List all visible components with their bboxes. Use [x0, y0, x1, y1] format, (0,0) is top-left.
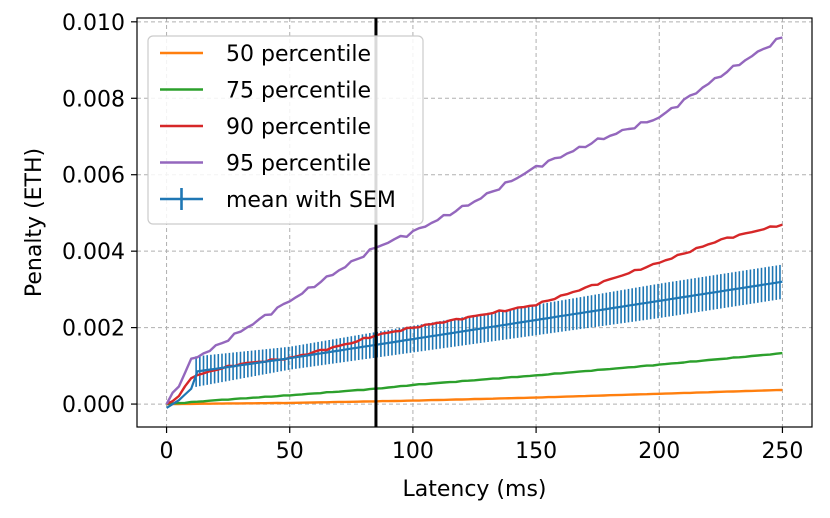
x-tick-label: 150 — [515, 439, 557, 464]
y-ticks: 0.000 0.002 0.004 0.006 0.008 0.010 — [62, 11, 137, 418]
legend-label: mean with SEM — [226, 188, 396, 213]
legend: 50 percentile 75 percentile 90 percentile 9… — [147, 35, 424, 225]
mean-line-path — [166, 280, 783, 409]
x-tick-label: 200 — [638, 439, 680, 464]
y-tick-label: 0.008 — [62, 87, 125, 112]
legend-label: 90 percentile — [226, 115, 371, 140]
x-ticks: 0 50 100 150 200 250 — [160, 427, 803, 464]
x-tick-label: 50 — [276, 439, 304, 464]
legend-label: 95 percentile — [226, 152, 371, 177]
y-tick-label: 0.004 — [62, 240, 125, 265]
legend-label: 50 percentile — [226, 42, 371, 67]
y-axis-label: Penalty (ETH) — [22, 148, 47, 297]
y-tick-label: 0.006 — [62, 164, 125, 189]
x-axis-label: Latency (ms) — [402, 477, 546, 502]
series-line-95-percentile — [165, 36, 783, 405]
sem-errorbars — [195, 264, 781, 387]
y-tick-label: 0.010 — [62, 11, 125, 36]
legend-label: 75 percentile — [226, 79, 371, 104]
x-tick-label: 250 — [761, 439, 803, 464]
x-tick-label: 0 — [160, 439, 174, 464]
y-tick-label: 0.002 — [62, 317, 125, 342]
y-tick-label: 0.000 — [62, 393, 125, 418]
x-tick-label: 100 — [392, 439, 434, 464]
mean-line — [166, 280, 783, 409]
legend-box — [147, 35, 424, 225]
plot-frame — [136, 17, 813, 428]
series-line-75-percentile — [166, 351, 783, 406]
series-line-50-percentile — [166, 388, 783, 406]
